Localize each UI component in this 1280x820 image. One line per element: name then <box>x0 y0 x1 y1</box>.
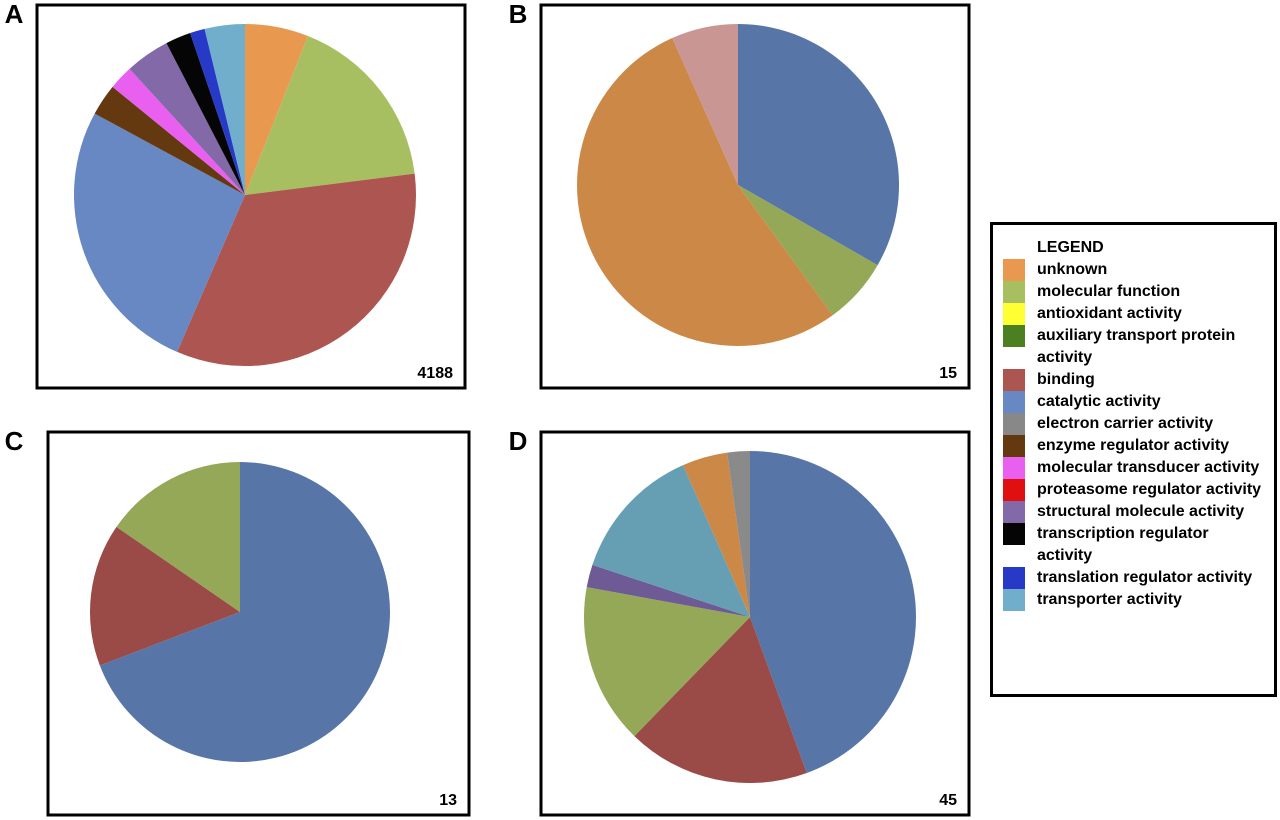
legend-item: transporter activity <box>1003 589 1268 611</box>
legend-swatch <box>1003 457 1025 479</box>
legend-item: binding <box>1003 369 1268 391</box>
panel-frame <box>46 430 471 817</box>
legend-label: binding <box>1037 371 1095 388</box>
legend-label: auxiliary transport protein activity <box>1037 327 1236 366</box>
pie-slice <box>74 113 245 352</box>
legend-item: molecular function <box>1003 281 1268 303</box>
sample-count: 13 <box>439 792 457 809</box>
legend-swatch <box>1003 369 1025 391</box>
pie-slice <box>166 33 245 195</box>
sample-count: 45 <box>939 792 957 809</box>
legend-label: catalytic activity <box>1037 393 1161 410</box>
sample-count: 15 <box>939 365 957 382</box>
legend-swatch <box>1003 413 1025 435</box>
pie-slice <box>245 36 415 195</box>
legend-label: structural molecule activity <box>1037 503 1245 520</box>
legend-item: structural molecule activity <box>1003 501 1268 523</box>
pie-slice <box>112 68 246 195</box>
legend-label: molecular function <box>1037 283 1181 300</box>
panel-letter: D <box>509 426 528 456</box>
charts: A 4188 B 15 C 13 D 45 <box>5 0 971 817</box>
pie-slice <box>738 185 878 316</box>
legend-label: transcription regulator activity <box>1037 525 1209 564</box>
legend-swatch <box>1003 325 1025 347</box>
legend-item: unknown <box>1003 259 1268 281</box>
legend-swatch <box>1003 303 1025 325</box>
pie-slice <box>727 451 750 617</box>
pie-slice <box>245 24 308 195</box>
pie-slice <box>190 28 245 196</box>
panel-letter: B <box>509 0 528 29</box>
legend-item: antioxidant activity <box>1003 303 1268 325</box>
legend-label: molecular transducer activity <box>1037 459 1260 476</box>
legend-title: LEGEND <box>1037 239 1104 256</box>
legend-swatch <box>1003 281 1025 303</box>
pie-slice <box>683 452 750 617</box>
legend-item: catalytic activity <box>1003 391 1268 413</box>
legend-label: translation regulator activity <box>1037 569 1253 586</box>
legend-swatch <box>1003 589 1025 611</box>
pie-slice <box>90 526 241 666</box>
panel-letter: A <box>5 0 24 29</box>
legend-swatch <box>1003 435 1025 457</box>
legend-item: enzyme regulator activity <box>1003 435 1268 457</box>
legend-label: transporter activity <box>1037 591 1182 608</box>
pie-slice <box>116 462 240 612</box>
pie-slice <box>576 38 833 347</box>
legend-item: translation regulator activity <box>1003 567 1268 589</box>
legend-label: antioxidant activity <box>1037 305 1182 322</box>
legend-label: unknown <box>1037 261 1108 278</box>
legend-swatch <box>1003 501 1025 523</box>
legend-swatch <box>1003 523 1025 545</box>
panel-frame <box>35 3 467 390</box>
legend-swatch <box>1003 391 1025 413</box>
legend-label: proteasome regulator activity <box>1037 481 1262 498</box>
pie-slice <box>99 462 391 762</box>
legend-swatch <box>1003 479 1025 501</box>
pie-slice <box>738 24 899 266</box>
legend-label: enzyme regulator activity <box>1037 437 1230 454</box>
legend-item: auxiliary transport protein activity <box>1003 325 1268 369</box>
sample-count: 4188 <box>417 365 453 382</box>
pie-slice <box>204 24 245 195</box>
legend-item: molecular transducer activity <box>1003 457 1268 479</box>
pie-slice <box>592 465 750 617</box>
pie-slice <box>94 86 246 195</box>
legend-label: electron carrier activity <box>1037 415 1214 432</box>
panel-frame <box>539 3 971 390</box>
pie-slice <box>584 587 750 737</box>
legend-item: electron carrier activity <box>1003 413 1268 435</box>
legend-item: proteasome regulator activity <box>1003 479 1268 501</box>
legend-swatch <box>1003 567 1025 589</box>
legend-swatch <box>1003 259 1025 281</box>
panel-frame <box>539 430 971 817</box>
legend-item: transcription regulator activity <box>1003 523 1268 567</box>
pie-slice <box>672 24 738 185</box>
pie-slice <box>750 451 916 773</box>
pie-slice <box>129 43 245 196</box>
legend: LEGEND unknown molecular function antioxid… <box>990 222 1277 697</box>
panel-letter: C <box>5 426 24 456</box>
pie-slice <box>634 617 807 783</box>
pie-slice <box>177 173 416 366</box>
pie-slice <box>586 564 750 617</box>
